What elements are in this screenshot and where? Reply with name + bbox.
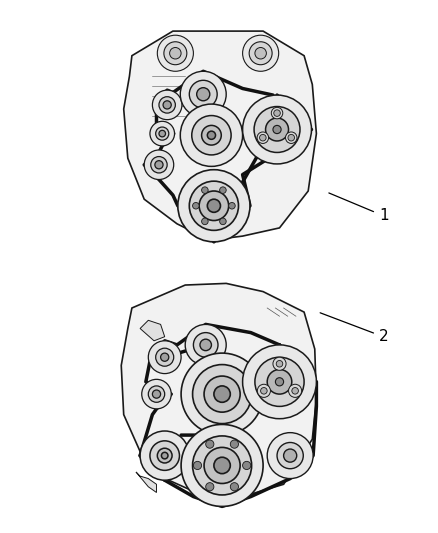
Circle shape	[277, 442, 303, 469]
Circle shape	[151, 157, 167, 173]
Circle shape	[206, 440, 214, 448]
Circle shape	[207, 199, 220, 212]
Circle shape	[199, 191, 229, 221]
Circle shape	[164, 42, 187, 64]
Circle shape	[214, 386, 230, 402]
Circle shape	[283, 449, 297, 462]
Circle shape	[192, 116, 231, 155]
Polygon shape	[136, 472, 156, 492]
Circle shape	[219, 187, 226, 193]
Circle shape	[276, 378, 283, 386]
Circle shape	[243, 95, 311, 164]
Circle shape	[201, 187, 208, 193]
Circle shape	[200, 339, 212, 351]
Circle shape	[155, 127, 169, 140]
Circle shape	[152, 90, 182, 120]
Circle shape	[273, 357, 286, 370]
Circle shape	[142, 379, 171, 409]
Circle shape	[243, 345, 316, 419]
Circle shape	[197, 88, 210, 101]
Circle shape	[181, 353, 263, 435]
Circle shape	[229, 203, 235, 209]
Circle shape	[150, 122, 174, 146]
Circle shape	[155, 160, 163, 169]
Circle shape	[180, 104, 243, 166]
Circle shape	[201, 125, 221, 145]
Circle shape	[140, 431, 189, 480]
Circle shape	[214, 457, 230, 474]
Circle shape	[157, 35, 194, 71]
Circle shape	[274, 110, 280, 116]
Circle shape	[193, 365, 251, 424]
Circle shape	[265, 118, 289, 141]
Circle shape	[193, 436, 251, 495]
Circle shape	[289, 384, 302, 398]
Circle shape	[206, 483, 214, 491]
Circle shape	[292, 387, 298, 394]
Circle shape	[255, 47, 266, 59]
Circle shape	[255, 357, 304, 406]
Circle shape	[267, 369, 292, 394]
Circle shape	[193, 203, 199, 209]
Circle shape	[273, 125, 281, 134]
Circle shape	[204, 376, 240, 412]
Circle shape	[257, 132, 268, 143]
Circle shape	[230, 440, 239, 448]
Polygon shape	[121, 284, 316, 497]
Circle shape	[194, 462, 201, 470]
Circle shape	[261, 387, 267, 394]
Circle shape	[230, 483, 239, 491]
Circle shape	[189, 80, 217, 108]
Circle shape	[201, 218, 208, 225]
Circle shape	[189, 181, 239, 230]
Circle shape	[181, 424, 263, 506]
Polygon shape	[124, 31, 316, 240]
Circle shape	[163, 101, 171, 109]
Circle shape	[249, 42, 272, 64]
Circle shape	[162, 453, 168, 459]
Circle shape	[159, 96, 175, 113]
Circle shape	[148, 386, 165, 402]
Circle shape	[260, 134, 266, 141]
Circle shape	[157, 448, 172, 463]
Polygon shape	[140, 320, 165, 341]
Circle shape	[194, 333, 218, 357]
Circle shape	[243, 35, 279, 71]
Circle shape	[288, 134, 294, 141]
Circle shape	[243, 462, 251, 470]
Circle shape	[207, 131, 215, 139]
Circle shape	[161, 353, 169, 361]
Circle shape	[144, 150, 174, 180]
Circle shape	[185, 325, 226, 366]
Circle shape	[257, 384, 270, 398]
Circle shape	[170, 47, 181, 59]
Text: 2: 2	[320, 313, 389, 344]
Circle shape	[219, 218, 226, 225]
Circle shape	[180, 71, 226, 117]
Circle shape	[204, 447, 240, 483]
Circle shape	[271, 107, 283, 119]
Circle shape	[159, 131, 166, 137]
Circle shape	[155, 348, 174, 366]
Circle shape	[254, 107, 300, 152]
Circle shape	[286, 132, 297, 143]
Circle shape	[178, 169, 250, 242]
Text: 1: 1	[329, 193, 389, 223]
Circle shape	[148, 341, 181, 374]
Circle shape	[267, 433, 313, 479]
Circle shape	[276, 360, 283, 367]
Circle shape	[152, 390, 161, 398]
Circle shape	[150, 441, 180, 470]
